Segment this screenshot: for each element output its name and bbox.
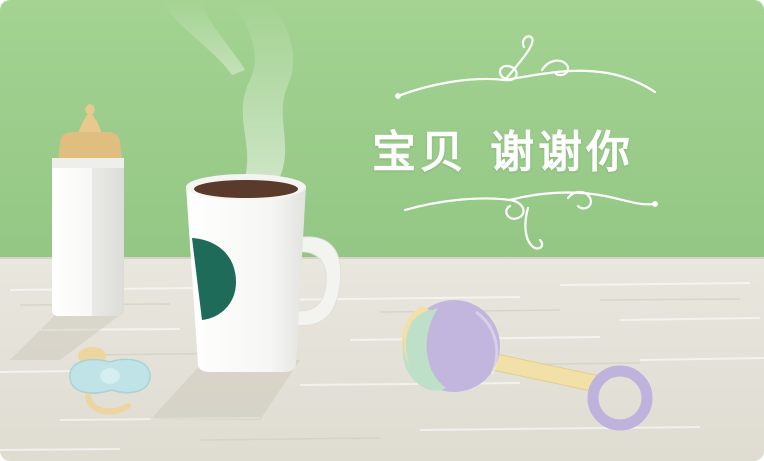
cup-body <box>186 186 306 372</box>
baby-bottle <box>52 104 124 316</box>
wall-background <box>0 0 764 262</box>
shadow <box>150 360 300 420</box>
steam <box>160 0 294 192</box>
shadow <box>10 315 120 360</box>
rattle-ring <box>587 365 653 431</box>
swirl-ornament-top <box>395 35 657 99</box>
greeting-text: 宝贝 谢谢你 <box>372 116 692 180</box>
greeting-part1: 宝贝 <box>372 127 468 178</box>
pacifier <box>69 347 151 415</box>
coffee-cup <box>186 174 342 372</box>
swirl-ornament-bottom <box>403 190 658 250</box>
coffee <box>194 180 298 198</box>
bottle-nipple <box>78 104 102 140</box>
cup-logo <box>192 238 236 320</box>
rattle <box>401 300 653 431</box>
greeting-part2: 谢谢你 <box>490 127 634 178</box>
